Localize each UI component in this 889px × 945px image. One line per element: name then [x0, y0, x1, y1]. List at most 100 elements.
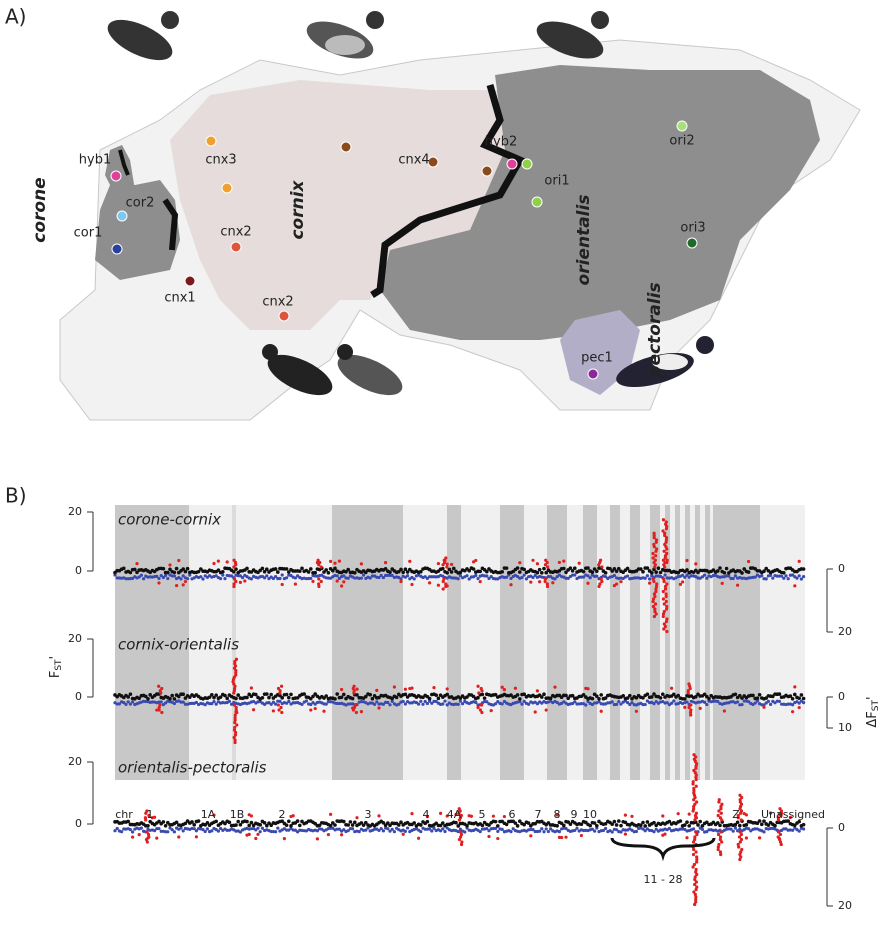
point: [377, 814, 380, 817]
point: [160, 700, 163, 703]
point: [665, 620, 668, 623]
point: [597, 585, 600, 588]
point: [694, 850, 697, 853]
point: [646, 566, 650, 570]
point: [641, 821, 645, 825]
point: [518, 697, 522, 701]
point: [184, 570, 188, 574]
point: [703, 574, 706, 577]
point: [665, 520, 668, 523]
point: [419, 700, 422, 703]
point: [388, 570, 392, 574]
point: [793, 584, 796, 587]
point: [417, 702, 420, 705]
point: [703, 701, 706, 704]
point: [465, 574, 468, 577]
point: [274, 702, 277, 705]
y2-axis-label: ΔFST': [865, 696, 881, 727]
point: [342, 693, 346, 697]
point: [280, 711, 283, 714]
point: [250, 814, 253, 817]
point: [146, 697, 150, 701]
y2-tick-label: 10: [838, 721, 852, 734]
point: [404, 692, 408, 696]
chromosome-band: [760, 505, 805, 780]
y-tick-label: 20: [68, 632, 82, 645]
point: [142, 577, 145, 580]
point: [276, 827, 279, 830]
chromosome-band: [685, 505, 690, 780]
point: [135, 562, 138, 565]
chromosome-label: 3: [365, 808, 372, 821]
point: [190, 820, 194, 824]
point: [562, 560, 565, 563]
pair-name: corone-cornix: [118, 511, 221, 529]
point: [234, 697, 238, 701]
chromosome-band: [713, 505, 760, 780]
figure: A) B) corone-cornix200020cornix-oriental…: [0, 0, 889, 945]
point: [514, 687, 517, 690]
y-tick-label: 20: [68, 505, 82, 518]
point: [687, 824, 691, 828]
map: [60, 11, 860, 420]
point: [692, 787, 695, 790]
point: [692, 753, 695, 756]
point: [419, 823, 423, 827]
point: [133, 568, 137, 572]
label-part: ': [865, 696, 880, 700]
point: [441, 702, 444, 705]
point: [175, 584, 178, 587]
point: [604, 571, 608, 575]
point: [665, 607, 668, 610]
point: [474, 574, 477, 577]
point: [685, 559, 688, 562]
bracket-label: 11 - 28: [644, 873, 683, 886]
chromosome-band: [500, 505, 524, 780]
point: [800, 693, 804, 697]
chromosome-label: Unassigned: [761, 808, 825, 821]
point: [652, 830, 655, 833]
point: [428, 697, 432, 701]
point: [573, 573, 576, 576]
point: [265, 692, 269, 696]
point: [795, 577, 798, 580]
point: [683, 823, 687, 827]
point: [162, 820, 166, 824]
point: [798, 706, 801, 709]
point: [662, 518, 665, 521]
point: [617, 819, 621, 823]
point: [267, 696, 271, 700]
point: [402, 833, 405, 836]
point: [619, 824, 623, 828]
point: [285, 576, 288, 579]
point: [261, 567, 265, 571]
point: [665, 600, 668, 603]
point: [140, 574, 143, 577]
point: [214, 693, 218, 697]
point: [604, 827, 607, 830]
point: [745, 836, 748, 839]
point: [164, 574, 167, 577]
point: [309, 567, 313, 571]
point: [177, 559, 180, 562]
point: [352, 708, 355, 711]
point: [305, 699, 308, 702]
point: [769, 703, 772, 706]
point: [410, 812, 413, 815]
subspecies-label: corone: [30, 177, 50, 242]
point: [217, 560, 220, 563]
point: [693, 903, 696, 906]
point: [410, 583, 413, 586]
point: [615, 703, 618, 706]
point: [599, 693, 603, 697]
point: [615, 582, 618, 585]
point: [164, 824, 168, 828]
point: [252, 708, 255, 711]
point: [586, 582, 589, 585]
sample-dot: [279, 311, 289, 321]
point: [166, 830, 169, 833]
point: [445, 571, 449, 575]
y-axis-label: FST': [48, 656, 64, 678]
point: [157, 685, 160, 688]
point: [296, 819, 300, 823]
